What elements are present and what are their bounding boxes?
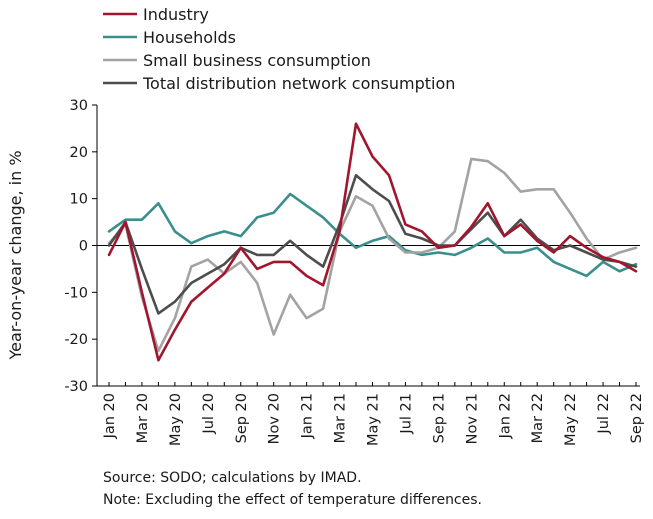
y-tick-label: 30 (70, 98, 88, 114)
series-line-households (107, 192, 638, 278)
x-tick-label: Sep 21 (431, 393, 447, 443)
legend-label: Industry (143, 5, 209, 24)
x-tick-label: May 21 (366, 393, 382, 446)
x-tick-label: Jul 20 (201, 393, 217, 435)
x-tick-label: Nov 21 (464, 393, 480, 444)
y-tick-label: -30 (64, 379, 88, 395)
y-axis-ticks: -30 -20 -10 0 10 20 30 (64, 98, 97, 395)
source-note: Source: SODO; calculations by IMAD. (103, 470, 362, 486)
x-tick-label: Mar 20 (135, 393, 151, 443)
x-axis-ticks: Jan 20 Mar 20 May 20 Jul 20 Sep 20 Nov 20 Jan … (97, 382, 645, 446)
legend-label: Households (143, 28, 236, 47)
x-tick-label: Sep 22 (629, 393, 645, 443)
x-tick-label: Mar 22 (530, 393, 546, 443)
y-axis-label: Year-on-year change, in % (6, 150, 25, 360)
legend-label: Total distribution network consumption (142, 74, 455, 93)
series-line-small-business-consumption (107, 157, 638, 353)
series-line-total-distribution-network-consumption (107, 174, 638, 315)
y-tick-label: 10 (70, 192, 88, 208)
x-tick-label: May 20 (168, 393, 184, 446)
x-tick-label: Jul 21 (398, 393, 414, 435)
x-tick-label: Mar 21 (333, 393, 349, 443)
x-tick-label: Sep 20 (234, 393, 250, 443)
series-line-industry (107, 122, 638, 362)
x-tick-label: May 22 (563, 393, 579, 446)
series-group (107, 122, 638, 362)
y-tick-label: -10 (64, 285, 88, 301)
x-tick-label: Nov 20 (267, 393, 283, 444)
x-tick-label: Jul 22 (596, 393, 612, 435)
y-tick-label: -20 (64, 332, 88, 348)
x-tick-label: Jan 22 (497, 393, 513, 439)
x-tick-label: Jan 21 (300, 393, 316, 439)
y-tick-label: 0 (79, 239, 88, 255)
methodology-note: Note: Excluding the effect of temperatur… (103, 492, 482, 508)
legend-label: Small business consumption (143, 51, 371, 70)
x-tick-label: Jan 20 (102, 393, 118, 439)
legend: Industry Households Small business consump… (103, 5, 455, 93)
y-tick-label: 20 (70, 145, 88, 161)
